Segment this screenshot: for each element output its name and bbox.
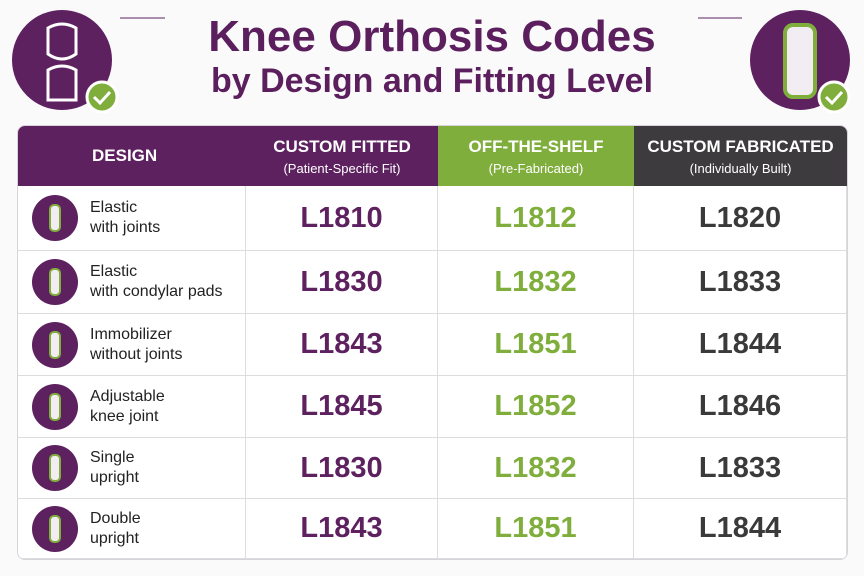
header-cell: CUSTOM FABRICATED (Individually Built) <box>634 126 847 186</box>
design-line: Double <box>90 509 141 527</box>
check-mark <box>824 90 844 106</box>
code: L1830 <box>300 265 383 298</box>
table-row: Single upright L1830 L1832 L1833 <box>18 438 847 499</box>
header-sublabel: (Patient-Specific Fit) <box>283 160 401 176</box>
design-text: Elastic with condylar pads <box>90 262 223 302</box>
code-cell: L1833 <box>634 251 847 314</box>
design-text: Immobilizer without joints <box>90 325 183 365</box>
header-sublabel: (Pre-Fabricated) <box>488 160 584 176</box>
code: L1833 <box>698 451 782 484</box>
header-label: CUSTOM FABRICATED <box>647 136 834 156</box>
header-cell: DESIGN <box>18 126 246 186</box>
code: L1846 <box>698 390 782 422</box>
code-cell: L1843 <box>246 499 438 559</box>
design-line: knee joint <box>90 407 159 425</box>
design-icon <box>32 445 78 491</box>
design-cell: Adjustable knee joint <box>18 376 246 438</box>
code: L1843 <box>300 328 383 360</box>
code-cell: L1843 <box>246 314 438 376</box>
table-row: Immobilizer without joints L1843 L1851 L1844 <box>18 314 847 376</box>
table-row: Elastic with condylar pads L1830 L1832 L1833 <box>18 251 847 314</box>
title: Knee Orthosis Codes <box>208 12 656 61</box>
code-cell: L1833 <box>634 438 847 499</box>
code: L1830 <box>300 451 383 484</box>
knee-drawing <box>46 22 78 102</box>
code-cell: L1851 <box>438 314 634 376</box>
header-cell: OFF-THE-SHELF (Pre-Fabricated) <box>438 126 634 186</box>
design-text: Adjustable knee joint <box>90 387 165 427</box>
design-icon <box>32 505 78 552</box>
design-line: without joints <box>90 345 183 363</box>
brace-drawing <box>783 23 817 99</box>
code: L1820 <box>698 201 782 234</box>
design-icon <box>32 195 78 241</box>
code: L1833 <box>698 265 782 298</box>
design-line: Single <box>90 449 135 466</box>
code-cell: L1851 <box>438 499 634 559</box>
check-badge <box>817 80 851 114</box>
table-row: Double upright L1843 L1851 L1844 <box>18 499 847 559</box>
code: L1844 <box>698 328 782 360</box>
design-line: with condylar pads <box>90 283 223 300</box>
code-cell: L1846 <box>634 376 847 438</box>
header-cell: CUSTOM FITTED (Patient-Specific Fit) <box>246 126 438 186</box>
code: L1843 <box>300 512 383 544</box>
design-cell: Double upright <box>18 499 246 559</box>
code: L1832 <box>494 451 577 484</box>
code-cell: L1810 <box>246 186 438 251</box>
header-label: OFF-THE-SHELF <box>468 136 604 156</box>
code-cell: L1844 <box>634 499 847 559</box>
header-sublabel: (Individually Built) <box>689 160 792 176</box>
header-label: DESIGN <box>92 146 158 165</box>
subtitle: by Design and Fitting Level <box>210 62 654 100</box>
design-cell: Elastic with condylar pads <box>18 251 246 314</box>
table-row: Adjustable knee joint L1845 L1852 L1846 <box>18 376 847 438</box>
design-line: upright <box>90 529 139 547</box>
design-text: Double upright <box>90 509 141 549</box>
check-mark <box>92 90 112 106</box>
code-cell: L1845 <box>246 376 438 438</box>
code-cell: L1830 <box>246 438 438 499</box>
code: L1810 <box>300 201 383 234</box>
design-line: Elastic <box>90 263 138 280</box>
decorations <box>12 10 851 114</box>
design-line: upright <box>90 469 139 486</box>
design-text: Elastic with joints <box>90 198 160 238</box>
code: L1845 <box>300 390 383 422</box>
check-badge <box>85 80 119 114</box>
design-cell: Single upright <box>18 438 246 499</box>
table: DESIGN CUSTOM FITTED (Patient-Specific Fit… <box>17 125 848 560</box>
code-cell: L1812 <box>438 186 634 251</box>
code: L1851 <box>494 328 577 360</box>
code: L1812 <box>494 201 577 234</box>
code: L1851 <box>494 512 577 544</box>
code: L1832 <box>494 265 577 298</box>
design-icon <box>32 383 78 430</box>
header-label: CUSTOM FITTED <box>273 136 411 156</box>
code: L1852 <box>494 390 577 422</box>
design-line: Elastic <box>90 199 138 216</box>
design-icon <box>32 259 78 305</box>
design-line: Immobilizer <box>90 325 172 343</box>
code-cell: L1844 <box>634 314 847 376</box>
design-line: with joints <box>90 219 161 236</box>
design-cell: Immobilizer without joints <box>18 314 246 376</box>
design-icon <box>32 321 78 368</box>
code: L1844 <box>698 512 782 544</box>
table-row: Elastic with joints L1810 L1812 L1820 <box>18 186 847 251</box>
code-cell: L1832 <box>438 251 634 314</box>
design-line: Adjustable <box>90 387 165 405</box>
design-text: Single upright <box>90 448 139 488</box>
header-row: DESIGN CUSTOM FITTED (Patient-Specific Fit… <box>18 126 847 186</box>
code-cell: L1832 <box>438 438 634 499</box>
code-cell: L1820 <box>634 186 847 251</box>
code-cell: L1830 <box>246 251 438 314</box>
code-cell: L1852 <box>438 376 634 438</box>
design-cell: Elastic with joints <box>18 186 246 251</box>
